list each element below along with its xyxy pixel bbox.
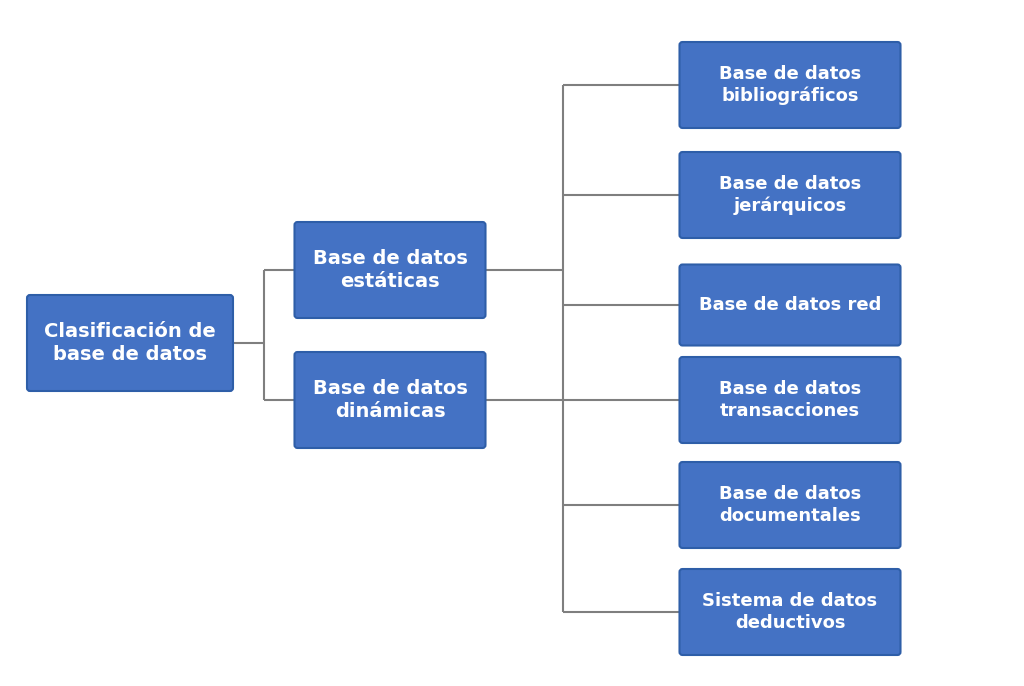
FancyBboxPatch shape	[680, 357, 900, 443]
Text: Base de datos
jerárquicos: Base de datos jerárquicos	[719, 174, 861, 215]
FancyBboxPatch shape	[295, 222, 485, 318]
Text: Base de datos
documentales: Base de datos documentales	[719, 485, 861, 525]
FancyBboxPatch shape	[680, 462, 900, 548]
Text: Clasificación de
base de datos: Clasificación de base de datos	[44, 322, 216, 364]
FancyBboxPatch shape	[27, 295, 233, 391]
FancyBboxPatch shape	[680, 265, 900, 346]
Text: Base de datos
dinámicas: Base de datos dinámicas	[312, 379, 467, 421]
Text: Base de datos red: Base de datos red	[698, 296, 882, 314]
Text: Base de datos
transacciones: Base de datos transacciones	[719, 380, 861, 420]
Text: Base de datos
bibliográficos: Base de datos bibliográficos	[719, 64, 861, 106]
FancyBboxPatch shape	[680, 42, 900, 128]
Text: Sistema de datos
deductivos: Sistema de datos deductivos	[702, 592, 878, 632]
FancyBboxPatch shape	[680, 152, 900, 238]
Text: Base de datos
estáticas: Base de datos estáticas	[312, 249, 467, 292]
FancyBboxPatch shape	[295, 352, 485, 448]
FancyBboxPatch shape	[680, 569, 900, 655]
